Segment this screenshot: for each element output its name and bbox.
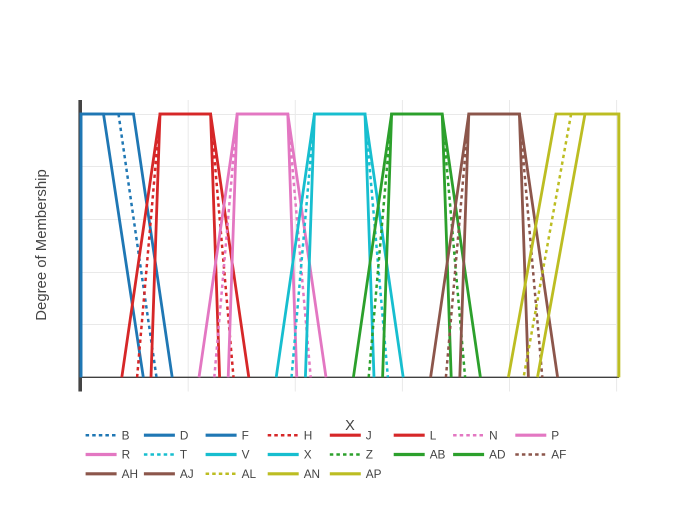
svg-text:AD: AD — [489, 448, 505, 462]
svg-text:B: B — [122, 428, 130, 442]
svg-text:P: P — [551, 428, 559, 442]
svg-text:X: X — [304, 448, 312, 462]
svg-text:R: R — [122, 448, 131, 462]
svg-text:AB: AB — [430, 448, 446, 462]
svg-text:AF: AF — [551, 448, 566, 462]
svg-text:X: X — [345, 418, 355, 434]
svg-text:AJ: AJ — [180, 467, 194, 481]
svg-text:AL: AL — [242, 467, 257, 481]
svg-text:H: H — [304, 428, 313, 442]
svg-text:Degree of Membership: Degree of Membership — [34, 169, 50, 320]
svg-text:AP: AP — [366, 467, 382, 481]
svg-text:J: J — [366, 428, 372, 442]
svg-text:N: N — [489, 428, 498, 442]
svg-text:AN: AN — [304, 467, 320, 481]
svg-text:F: F — [242, 428, 249, 442]
svg-text:AH: AH — [122, 467, 138, 481]
svg-text:Z: Z — [366, 448, 373, 462]
svg-text:T: T — [180, 448, 187, 462]
svg-text:L: L — [430, 428, 437, 442]
svg-text:V: V — [242, 448, 250, 462]
svg-text:D: D — [180, 428, 189, 442]
